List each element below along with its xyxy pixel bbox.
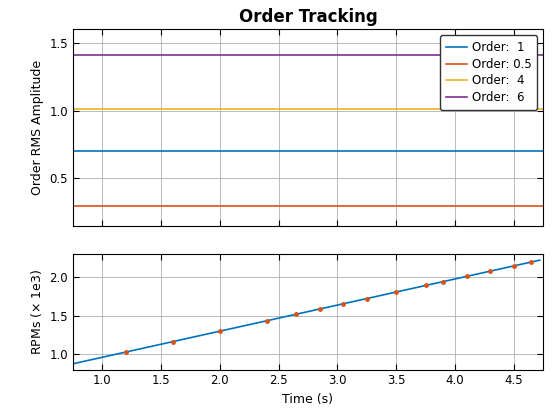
Y-axis label: RPMs ($\times$ 1e3): RPMs ($\times$ 1e3) xyxy=(29,269,44,355)
Title: Order Tracking: Order Tracking xyxy=(239,8,377,26)
Legend: Order:  1, Order: 0.5, Order:  4, Order:  6: Order: 1, Order: 0.5, Order: 4, Order: 6 xyxy=(440,35,537,110)
X-axis label: Time (s): Time (s) xyxy=(282,393,334,406)
Y-axis label: Order RMS Amplitude: Order RMS Amplitude xyxy=(31,60,44,195)
